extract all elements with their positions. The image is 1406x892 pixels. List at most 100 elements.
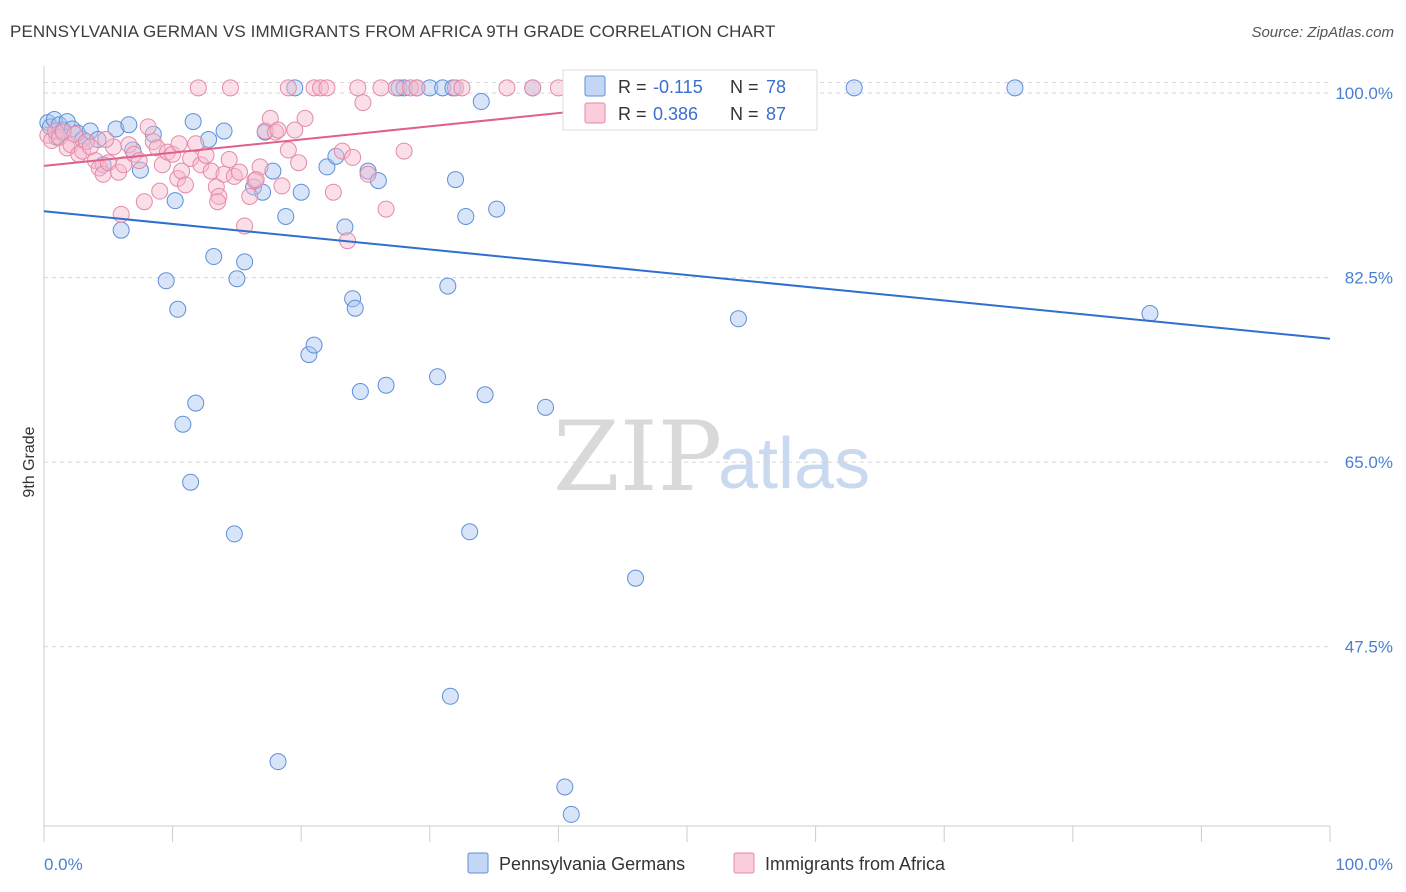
point-blue [556, 778, 574, 796]
y-tick-label: 47.5% [1345, 638, 1393, 657]
point-blue [187, 394, 205, 412]
point-pink [286, 121, 304, 139]
point-blue [729, 310, 747, 328]
point-blue [429, 368, 447, 386]
point-blue [269, 753, 287, 771]
point-pink [120, 136, 138, 154]
point-blue [461, 523, 479, 541]
source-credit: Source: ZipAtlas.com [1251, 24, 1394, 41]
watermark-zip: ZIP [553, 401, 722, 513]
point-blue [1141, 304, 1159, 322]
point-blue [107, 120, 125, 138]
point-blue [305, 336, 323, 354]
point-pink [187, 135, 205, 153]
point-pink [318, 79, 336, 97]
point-blue [205, 248, 223, 266]
point-pink [296, 109, 314, 127]
point-blue [476, 386, 494, 404]
point-blue [182, 473, 200, 491]
legend-r-value-blue: -0.115 [653, 77, 703, 97]
point-pink [173, 162, 191, 180]
point-blue [457, 207, 475, 225]
point-pink [377, 200, 395, 218]
point-pink [453, 79, 471, 97]
point-blue [627, 569, 645, 587]
chart-title: PENNSYLVANIA GERMAN VS IMMIGRANTS FROM A… [10, 22, 776, 41]
point-blue [236, 253, 254, 271]
point-pink [241, 187, 259, 205]
point-pink [524, 79, 542, 97]
tick-labels: 100.0% 82.5% 65.0% 47.5% 0.0% 100.0% [44, 84, 1393, 874]
point-pink [197, 146, 215, 164]
series-legend-swatch-pink [733, 852, 755, 874]
point-pink [221, 79, 239, 97]
point-pink [279, 79, 297, 97]
series-legend: Pennsylvania Germans Immigrants from Afr… [467, 852, 946, 874]
legend-n-label-pink: N = [730, 104, 759, 124]
y-tick-label: 65.0% [1345, 453, 1393, 472]
y-tick-label: 82.5% [1345, 269, 1393, 288]
point-blue [845, 79, 863, 97]
point-pink [372, 79, 390, 97]
point-pink [447, 79, 465, 97]
series-legend-label-blue: Pennsylvania Germans [499, 854, 685, 874]
point-pink [170, 135, 188, 153]
point-pink [251, 158, 269, 176]
point-pink [387, 79, 405, 97]
point-blue [169, 300, 187, 318]
point-blue [157, 272, 175, 290]
point-blue [292, 183, 310, 201]
point-blue [441, 687, 459, 705]
point-blue [1006, 79, 1024, 97]
legend-n-value-pink: 87 [766, 104, 786, 124]
series-legend-swatch-blue [467, 852, 489, 874]
x-tick-label-max: 100.0% [1335, 855, 1393, 874]
point-pink [148, 139, 166, 157]
point-blue [447, 171, 465, 189]
point-blue [472, 93, 490, 111]
point-blue [112, 221, 130, 239]
point-pink [395, 142, 413, 160]
point-pink [202, 162, 220, 180]
point-pink [220, 151, 238, 169]
point-blue [264, 162, 282, 180]
point-pink [333, 142, 351, 160]
series-legend-label-pink: Immigrants from Africa [765, 854, 946, 874]
point-pink [311, 79, 329, 97]
point-pink [269, 121, 287, 139]
point-blue [174, 415, 192, 433]
point-pink [344, 148, 362, 166]
point-blue [344, 290, 362, 308]
y-tick-label: 100.0% [1335, 84, 1393, 103]
point-blue [120, 116, 138, 134]
point-blue [166, 192, 184, 210]
point-pink [192, 156, 210, 174]
point-pink [151, 182, 169, 200]
point-pink [402, 79, 420, 97]
point-pink [349, 79, 367, 97]
watermark-atlas: atlas [718, 424, 870, 504]
point-pink [324, 183, 342, 201]
point-blue [300, 346, 318, 364]
point-pink [74, 142, 92, 160]
legend-n-value-blue: 78 [766, 77, 786, 97]
point-blue [562, 805, 580, 823]
point-blue [439, 277, 457, 295]
axes [43, 66, 1331, 842]
point-pink [498, 79, 516, 97]
point-pink [230, 163, 248, 181]
x-tick-label-min: 0.0% [44, 855, 83, 874]
point-blue [351, 383, 369, 401]
point-pink [279, 141, 297, 159]
point-blue [421, 79, 439, 97]
point-pink [139, 118, 157, 136]
point-blue [286, 79, 304, 97]
legend-r-label-blue: R = [618, 77, 647, 97]
point-pink [266, 123, 284, 141]
legend-n-label-blue: N = [730, 77, 759, 97]
point-blue [215, 122, 233, 140]
point-pink [359, 165, 377, 183]
point-blue [225, 525, 243, 543]
point-pink [354, 94, 372, 112]
